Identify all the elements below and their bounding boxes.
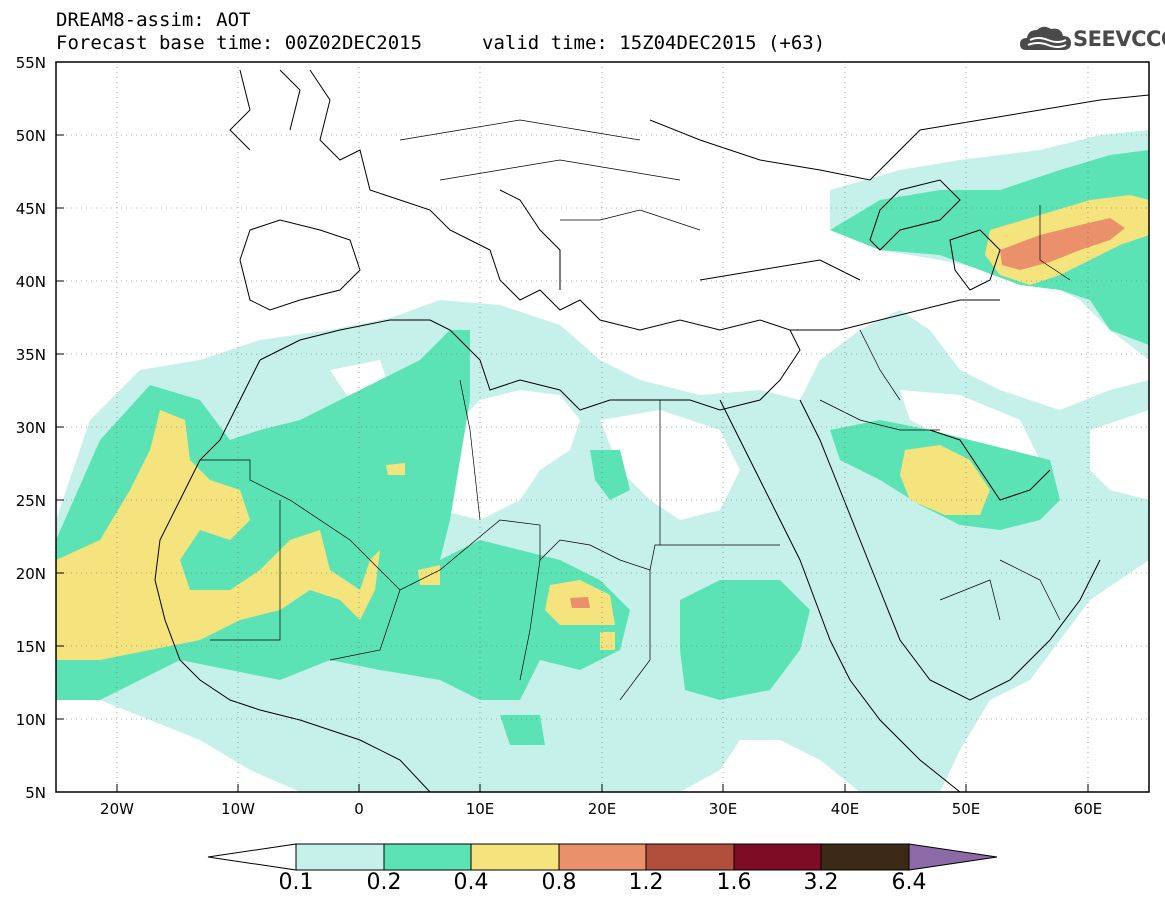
legend-swatch-5: [734, 844, 821, 870]
lat-label: 25N: [10, 492, 46, 510]
legend-high-arrow: [909, 844, 997, 870]
lat-label: 50N: [10, 127, 46, 145]
lat-label: 15N: [10, 638, 46, 656]
lon-label: 20W: [100, 800, 134, 818]
lat-label: 10N: [10, 711, 46, 729]
color-legend: [208, 844, 997, 870]
legend-swatch-2: [471, 844, 559, 870]
legend-swatch-3: [559, 844, 646, 870]
legend-swatch-4: [646, 844, 734, 870]
lat-label: 40N: [10, 273, 46, 291]
legend-low-arrow: [208, 844, 296, 870]
lat-label: 45N: [10, 200, 46, 218]
lon-label: 20E: [588, 800, 617, 818]
lat-label: 55N: [10, 54, 46, 72]
lon-label: 40E: [831, 800, 860, 818]
legend-label: 0.2: [367, 870, 402, 895]
legend-label: 6.4: [892, 870, 927, 895]
legend-label: 0.4: [454, 870, 489, 895]
legend-label: 0.8: [542, 870, 577, 895]
lat-label: 30N: [10, 419, 46, 437]
lon-label: 60E: [1074, 800, 1103, 818]
lat-label: 35N: [10, 346, 46, 364]
lat-label: 5N: [10, 784, 46, 802]
legend-swatch-1: [384, 844, 471, 870]
lon-label: 10E: [466, 800, 495, 818]
lon-label: 10W: [221, 800, 255, 818]
lon-label: 0: [354, 800, 364, 818]
lon-label: 30E: [709, 800, 738, 818]
legend-label: 1.6: [717, 870, 752, 895]
lat-label: 20N: [10, 565, 46, 583]
legend-label: 1.2: [629, 870, 664, 895]
legend-swatch-6: [821, 844, 909, 870]
lon-label: 50E: [952, 800, 981, 818]
legend-swatch-0: [296, 844, 384, 870]
legend-label: 3.2: [804, 870, 839, 895]
legend-label: 0.1: [279, 870, 314, 895]
